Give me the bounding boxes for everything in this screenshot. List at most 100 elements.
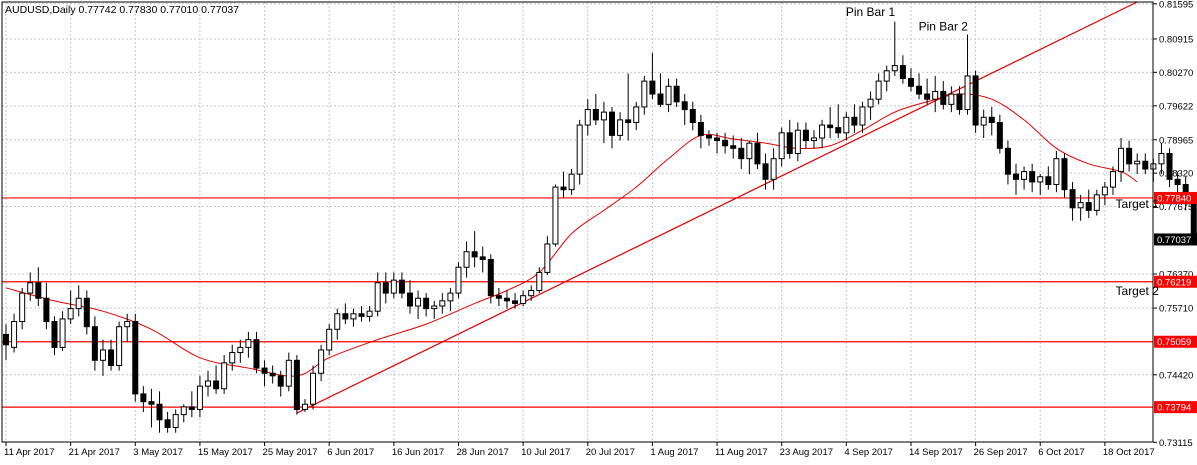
level-price-box bbox=[1154, 275, 1197, 288]
annotation-label: Pin Bar 1 bbox=[846, 5, 896, 19]
candle-body-bear bbox=[108, 349, 115, 366]
candle bbox=[415, 290, 422, 319]
candle bbox=[689, 101, 696, 131]
candle bbox=[350, 308, 357, 327]
candle-body-bear bbox=[609, 111, 615, 136]
candle-body-bull bbox=[326, 328, 333, 351]
candle bbox=[568, 169, 575, 195]
candle bbox=[116, 321, 123, 371]
candle-body-bear bbox=[762, 163, 769, 180]
candle-body-bear bbox=[835, 127, 842, 134]
candle-body-bull bbox=[528, 290, 535, 297]
x-tick-label: 20 Jul 2017 bbox=[586, 447, 635, 458]
candle-body-bull bbox=[641, 80, 648, 108]
candle-body-bull bbox=[99, 349, 106, 361]
candle bbox=[374, 272, 381, 317]
candle bbox=[269, 365, 276, 384]
candle-body-bull bbox=[310, 372, 317, 405]
candle bbox=[19, 287, 26, 330]
candle-body-bull bbox=[778, 132, 785, 160]
candle-body-bull bbox=[770, 158, 777, 180]
candle-body-bull bbox=[633, 106, 640, 123]
candle-body-bear bbox=[1013, 173, 1019, 180]
candle bbox=[576, 119, 583, 185]
candle-body-bull bbox=[964, 75, 971, 111]
candle bbox=[867, 91, 874, 120]
candle-body-bull bbox=[867, 98, 874, 108]
candle-body-bear bbox=[907, 78, 914, 87]
level-price-label: 0.76219 bbox=[1157, 277, 1191, 288]
candle-body-bear bbox=[35, 282, 42, 299]
y-tick-label: 0.78320 bbox=[1159, 169, 1193, 180]
candle bbox=[285, 352, 292, 392]
candle-body-bear bbox=[940, 90, 947, 105]
candle bbox=[552, 184, 559, 247]
candle-body-bull bbox=[390, 279, 397, 294]
candle-body-bear bbox=[293, 359, 300, 410]
candle bbox=[221, 355, 228, 394]
candle bbox=[811, 130, 817, 149]
candle bbox=[1061, 153, 1068, 198]
candle-body-bear bbox=[407, 292, 413, 307]
candle bbox=[11, 313, 18, 353]
candle bbox=[1037, 174, 1044, 195]
candle-body-bear bbox=[916, 85, 923, 95]
x-tick-label: 1 Aug 2017 bbox=[650, 447, 698, 458]
y-tick-label: 0.81595 bbox=[1159, 0, 1193, 10]
candle bbox=[261, 360, 268, 387]
candle-body-bull bbox=[245, 339, 252, 348]
candle bbox=[584, 99, 591, 136]
candle bbox=[1045, 166, 1052, 190]
candle bbox=[512, 293, 519, 309]
candle bbox=[907, 68, 914, 92]
candle bbox=[3, 324, 9, 361]
candle bbox=[625, 73, 632, 141]
candle-body-bear bbox=[479, 256, 486, 260]
candle bbox=[819, 119, 826, 149]
candle bbox=[463, 241, 470, 278]
x-tick-label: 6 Oct 2017 bbox=[1038, 447, 1084, 458]
candle bbox=[237, 339, 244, 363]
candle bbox=[59, 311, 66, 352]
candle bbox=[649, 52, 656, 100]
candle-body-bear bbox=[277, 375, 284, 387]
candle-body-bear bbox=[730, 145, 737, 149]
y-tick-label: 0.80270 bbox=[1159, 68, 1193, 79]
x-tick-label: 26 Sep 2017 bbox=[974, 447, 1028, 458]
candle bbox=[786, 119, 793, 159]
candle-body-bull bbox=[237, 346, 244, 354]
candle-body-bull bbox=[463, 251, 470, 268]
candle-body-bear bbox=[657, 93, 664, 105]
candle-body-bear bbox=[972, 75, 979, 126]
x-tick-label: 28 Jun 2017 bbox=[456, 447, 508, 458]
level-price-label: 0.77840 bbox=[1157, 193, 1191, 204]
candle-body-bull bbox=[746, 142, 753, 160]
candle-body-bear bbox=[705, 134, 712, 139]
candle-body-bear bbox=[924, 93, 931, 100]
candle bbox=[802, 122, 809, 149]
candle bbox=[996, 114, 1003, 154]
annotation-label: Target 1 bbox=[1116, 197, 1160, 211]
candle-body-bull bbox=[576, 124, 583, 175]
candle-body-bull bbox=[172, 414, 179, 429]
candle bbox=[665, 78, 672, 113]
candle-body-bull bbox=[350, 313, 357, 320]
candle bbox=[770, 148, 777, 190]
candle-body-bear bbox=[398, 279, 405, 294]
candle-body-bull bbox=[1093, 194, 1100, 211]
x-tick-label: 3 May 2017 bbox=[133, 447, 183, 458]
candle-body-bear bbox=[560, 186, 567, 191]
x-tick-label: 21 Apr 2017 bbox=[69, 447, 120, 458]
candle bbox=[1093, 189, 1100, 216]
candle bbox=[673, 78, 680, 107]
candle-body-bear bbox=[625, 119, 632, 123]
candle bbox=[536, 267, 543, 294]
candle-body-bear bbox=[91, 326, 98, 361]
trendline-layer bbox=[296, 1, 1138, 414]
candle bbox=[1134, 153, 1141, 175]
candle bbox=[334, 308, 341, 340]
y-tick-label: 0.78965 bbox=[1159, 135, 1193, 146]
candle bbox=[164, 412, 171, 433]
